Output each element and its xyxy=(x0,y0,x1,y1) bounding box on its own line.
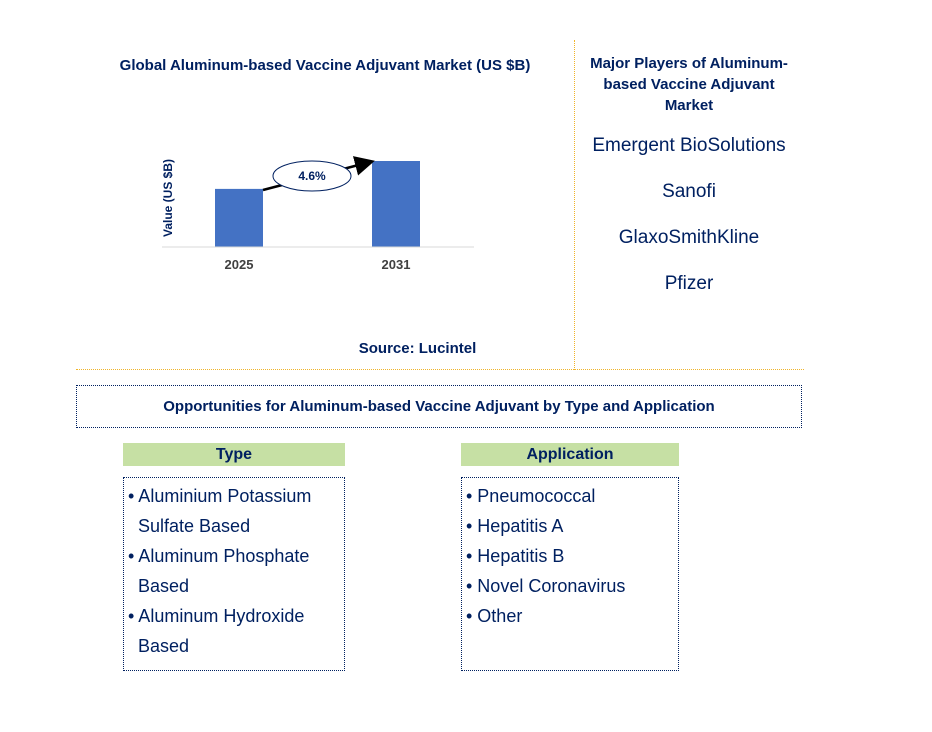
horizontal-divider xyxy=(76,369,804,370)
vertical-divider xyxy=(574,40,575,370)
bar-2025 xyxy=(215,188,263,247)
application-header: Application xyxy=(461,443,679,466)
chart-title: Global Aluminum-based Vaccine Adjuvant M… xyxy=(119,57,531,74)
type-list: • Aluminium Potassium Sulfate Based • Al… xyxy=(123,477,345,671)
y-axis-label: Value (US $B) xyxy=(161,159,175,237)
opportunities-title-text: Opportunities for Aluminum-based Vaccine… xyxy=(163,398,715,415)
players-title: Major Players of Aluminum-based Vaccine … xyxy=(590,55,788,114)
x-tick-label: 2031 xyxy=(382,257,411,272)
list-item: • Aluminum Hydroxide Based xyxy=(128,606,305,656)
cagr-label: 4.6% xyxy=(298,169,326,183)
application-list: • Pneumococcal • Hepatitis A • Hepatitis… xyxy=(461,477,679,671)
cagr-ellipse xyxy=(272,160,352,192)
bar-chart: Value (US $B) 2025 2031 4.6% xyxy=(161,156,474,272)
source-label: Source: Lucintel xyxy=(358,340,477,357)
player-item: GlaxoSmithKline xyxy=(618,227,760,248)
player-item: Sanofi xyxy=(662,181,716,202)
list-item: • Hepatitis A xyxy=(466,516,564,536)
x-tick-label: 2025 xyxy=(225,257,254,272)
list-item: • Aluminum Phosphate Based xyxy=(128,546,310,596)
type-header: Type xyxy=(123,443,345,466)
opportunities-title: Opportunities for Aluminum-based Vaccine… xyxy=(76,385,802,428)
list-item: • Other xyxy=(466,606,523,626)
list-item: • Novel Coronavirus xyxy=(466,576,626,596)
bar-2031 xyxy=(372,161,420,247)
list-item: • Pneumococcal xyxy=(466,486,596,506)
player-item: Pfizer xyxy=(664,273,714,294)
list-item: • Hepatitis B xyxy=(466,546,565,566)
player-item: Emergent BioSolutions xyxy=(592,135,786,156)
list-item: • Aluminium Potassium Sulfate Based xyxy=(128,486,312,536)
